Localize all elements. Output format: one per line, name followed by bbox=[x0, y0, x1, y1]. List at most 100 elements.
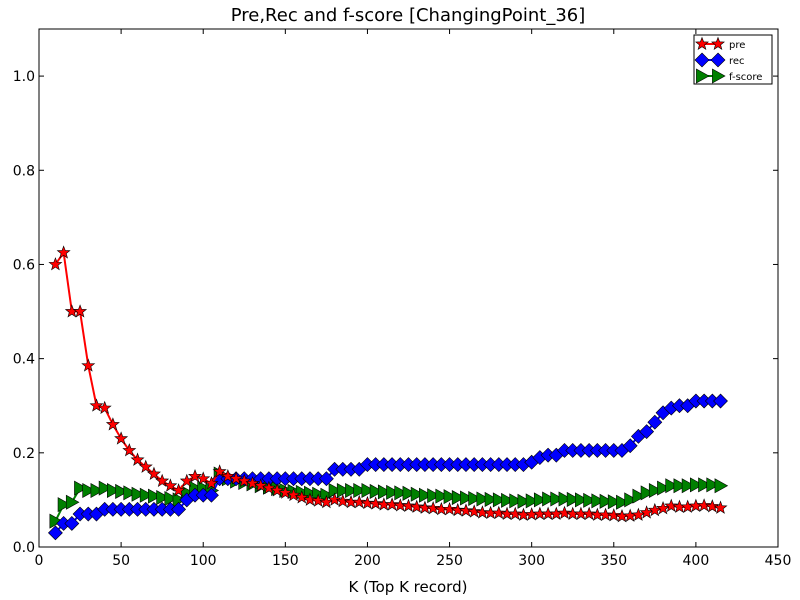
ticks-layer: 0 50 100 150 200 250 300 350 400 450 0.0 0.2 0.4 0.6 0… bbox=[13, 29, 792, 569]
data-point-f-score bbox=[533, 492, 548, 508]
data-point-pre bbox=[138, 459, 153, 473]
data-point-pre bbox=[335, 493, 350, 508]
data-point-f-score bbox=[657, 480, 671, 496]
data-point-pre bbox=[294, 490, 309, 504]
data-point-rec bbox=[713, 393, 728, 409]
data-point-f-score bbox=[509, 493, 523, 509]
data-point-pre bbox=[220, 469, 235, 483]
data-point-pre bbox=[48, 257, 63, 271]
data-point-rec bbox=[204, 487, 219, 503]
y-tick-label: 0.6 bbox=[13, 257, 35, 273]
data-point-f-score bbox=[550, 491, 564, 507]
data-point-f-score bbox=[98, 480, 113, 496]
data-point-rec bbox=[47, 525, 63, 541]
data-point-f-score bbox=[139, 487, 154, 503]
y-tick-label: 0.2 bbox=[13, 446, 35, 462]
data-point-f-score bbox=[599, 493, 614, 509]
data-point-pre bbox=[327, 492, 342, 506]
data-point-pre bbox=[97, 400, 112, 415]
data-point-rec bbox=[171, 501, 187, 517]
data-point-f-score bbox=[156, 490, 170, 506]
data-point-f-score bbox=[65, 494, 80, 510]
data-point-pre bbox=[196, 471, 211, 485]
x-tick-label: 100 bbox=[190, 553, 217, 569]
data-point-rec bbox=[64, 516, 80, 531]
data-point-pre bbox=[401, 498, 416, 512]
data-point-f-score bbox=[443, 489, 458, 505]
data-point-pre bbox=[105, 417, 120, 431]
chart-title: Pre,Rec and f-score [ChangingPoint_36] bbox=[231, 5, 586, 26]
plot-frame bbox=[38, 28, 779, 548]
x-tick-label: 400 bbox=[683, 553, 710, 569]
series-rec bbox=[47, 393, 728, 541]
data-point-rec bbox=[647, 414, 663, 430]
data-point-f-score bbox=[714, 478, 729, 494]
data-point-f-score bbox=[689, 477, 704, 493]
data-point-pre bbox=[705, 499, 720, 513]
data-point-f-score bbox=[468, 490, 482, 507]
y-tick-label: 0.0 bbox=[13, 540, 35, 556]
data-point-pre bbox=[508, 506, 523, 520]
data-point-f-score bbox=[115, 483, 129, 499]
y-tick-label: 1.0 bbox=[13, 69, 35, 85]
data-point-f-score bbox=[575, 492, 589, 508]
data-point-f-score bbox=[394, 485, 408, 501]
data-point-pre bbox=[442, 501, 457, 516]
y-tick-label: 0.4 bbox=[13, 352, 35, 368]
data-point-pre bbox=[253, 478, 268, 492]
data-point-f-score bbox=[583, 492, 597, 508]
data-point-pre bbox=[286, 487, 301, 502]
data-point-pre bbox=[212, 464, 227, 478]
data-point-pre bbox=[417, 500, 432, 514]
data-point-pre bbox=[146, 466, 161, 480]
data-point-f-score bbox=[665, 478, 679, 494]
data-point-pre bbox=[450, 502, 465, 517]
data-point-f-score bbox=[451, 490, 466, 506]
x-tick-label: 450 bbox=[765, 553, 792, 569]
series-pre bbox=[48, 245, 728, 523]
data-point-f-score bbox=[566, 491, 581, 507]
data-point-pre bbox=[557, 505, 572, 520]
data-point-pre bbox=[606, 508, 621, 522]
data-point-f-score bbox=[57, 497, 72, 513]
series-f-score bbox=[49, 466, 729, 529]
x-tick-label: 50 bbox=[112, 553, 130, 569]
data-point-f-score bbox=[345, 482, 359, 499]
data-point-rec bbox=[622, 438, 638, 454]
data-point-pre bbox=[270, 483, 285, 497]
data-point-f-score bbox=[542, 491, 556, 507]
data-point-rec bbox=[639, 424, 655, 440]
data-point-f-score bbox=[591, 493, 605, 509]
data-point-f-score bbox=[460, 490, 474, 506]
data-point-f-score bbox=[82, 482, 96, 499]
data-point-pre bbox=[491, 505, 506, 520]
legend-marker-pre bbox=[695, 36, 709, 50]
data-point-pre bbox=[122, 443, 137, 457]
data-point-f-score bbox=[164, 490, 178, 507]
data-point-f-score bbox=[123, 485, 137, 501]
data-point-f-score bbox=[558, 491, 573, 507]
data-point-pre bbox=[188, 469, 203, 483]
data-point-pre bbox=[179, 473, 194, 488]
data-point-pre bbox=[458, 503, 473, 517]
x-tick-label: 0 bbox=[35, 553, 44, 569]
data-point-f-score bbox=[501, 492, 515, 508]
x-tick-label: 350 bbox=[600, 553, 627, 569]
data-point-f-score bbox=[632, 488, 647, 504]
data-point-f-score bbox=[107, 482, 121, 499]
legend-marker-rec bbox=[710, 52, 726, 68]
legend-marker-f-score bbox=[712, 68, 726, 84]
x-tick-label: 300 bbox=[518, 553, 545, 569]
data-point-f-score bbox=[386, 484, 400, 500]
data-point-f-score bbox=[427, 488, 441, 504]
legend-label-rec: rec bbox=[729, 56, 745, 67]
x-tick-label: 200 bbox=[354, 553, 381, 569]
data-point-f-score bbox=[624, 492, 638, 508]
data-point-f-score bbox=[607, 494, 622, 510]
data-point-pre bbox=[475, 505, 490, 519]
data-point-f-score bbox=[698, 477, 712, 493]
data-point-f-score bbox=[706, 477, 720, 493]
legend-marker-pre bbox=[711, 36, 725, 50]
data-point-f-score bbox=[525, 493, 540, 509]
